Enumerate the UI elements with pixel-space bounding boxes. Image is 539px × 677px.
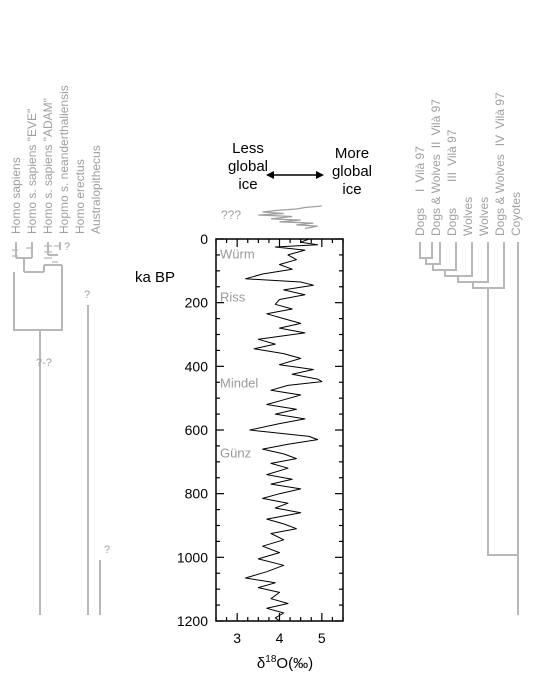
right-taxon-5: Wolves <box>477 197 491 236</box>
question-mark-1: ? <box>64 241 70 253</box>
inset-trace-line <box>258 205 322 230</box>
less-ice-line1: Less <box>232 140 264 157</box>
right-taxon-6: Dogs & WolvesIVVilà 97 <box>493 92 507 236</box>
more-ice-line2: global <box>332 163 372 180</box>
question-mark-2: ? <box>84 289 90 301</box>
left-taxon-5: Homo erectus <box>73 159 87 234</box>
y-tick-label: 1200 <box>177 613 208 629</box>
more-ice-line3: ice <box>342 181 361 198</box>
x-tick-label: 3 <box>233 630 241 646</box>
less-ice-line2: global <box>228 158 268 175</box>
left-taxon-4: Hopmo s. neanderthaliensis <box>57 85 71 234</box>
arrows-pair <box>12 245 60 263</box>
glaciation-label: Günz <box>220 445 251 460</box>
less-ice-line3: ice <box>238 176 257 193</box>
right-taxon-7: Coyotes <box>509 192 523 236</box>
glaciation-label: Würm <box>220 246 255 261</box>
glaciation-label: Riss <box>220 289 246 304</box>
x-tick-labels: 3 4 5 <box>233 630 326 646</box>
y-tick-label: 1000 <box>177 549 208 565</box>
right-taxon-3: DogsIIIVilà 97 <box>445 129 459 236</box>
oxygen-isotope-chart: 0 200 400 600 800 1000 1200 3 4 5 Würm Riss Mindel… <box>135 205 344 672</box>
hominid-tree: Homo sapiens Homo s. sapiens "EVE" Homo … <box>9 85 110 615</box>
y-tick-label: 400 <box>185 358 209 374</box>
x-axis-label: δ18O(‰) <box>257 654 313 672</box>
more-ice-line1: More <box>335 145 369 162</box>
x-tick-label: 5 <box>318 630 326 646</box>
glaciation-label: Mindel <box>220 375 258 390</box>
right-taxon-1: DogsIVilà 97 <box>413 146 427 236</box>
right-taxon-4: Wolves <box>461 197 475 236</box>
hominid-branches <box>13 242 63 615</box>
question-mark-4: ? <box>104 544 110 556</box>
y-tick-label: 600 <box>185 422 209 438</box>
glaciation-labels: Würm Riss Mindel Günz <box>220 246 258 460</box>
right-taxon-2: Dogs & WolvesIIVilà 97 <box>429 99 443 236</box>
y-tick-labels: 0 200 400 600 800 1000 1200 <box>177 231 208 629</box>
canid-branches <box>419 242 519 615</box>
x-tick-label: 4 <box>276 630 284 646</box>
left-taxon-2: Homo s. sapiens "EVE" <box>25 109 39 234</box>
ice-header: Less global ice More global ice ??? <box>221 140 372 222</box>
y-tick-label: 800 <box>185 486 209 502</box>
left-taxon-6: Australopithecus <box>89 145 103 234</box>
y-tick-label: 200 <box>185 295 209 311</box>
left-taxon-3: Homo s. sapiens "ADAM" <box>41 98 55 234</box>
tick-marks <box>215 238 344 622</box>
y-axis-label: ka BP <box>135 269 175 286</box>
unknown-question-marks: ??? <box>221 208 241 222</box>
double-arrow-icon <box>266 171 324 179</box>
question-mark-3: ?-? <box>36 357 52 369</box>
canid-tree: DogsIVilà 97 Dogs & WolvesIIVilà 97 Dogs… <box>413 92 523 615</box>
series-line <box>245 238 323 622</box>
y-tick-label: 0 <box>200 231 208 247</box>
left-taxon-1: Homo sapiens <box>9 157 23 234</box>
